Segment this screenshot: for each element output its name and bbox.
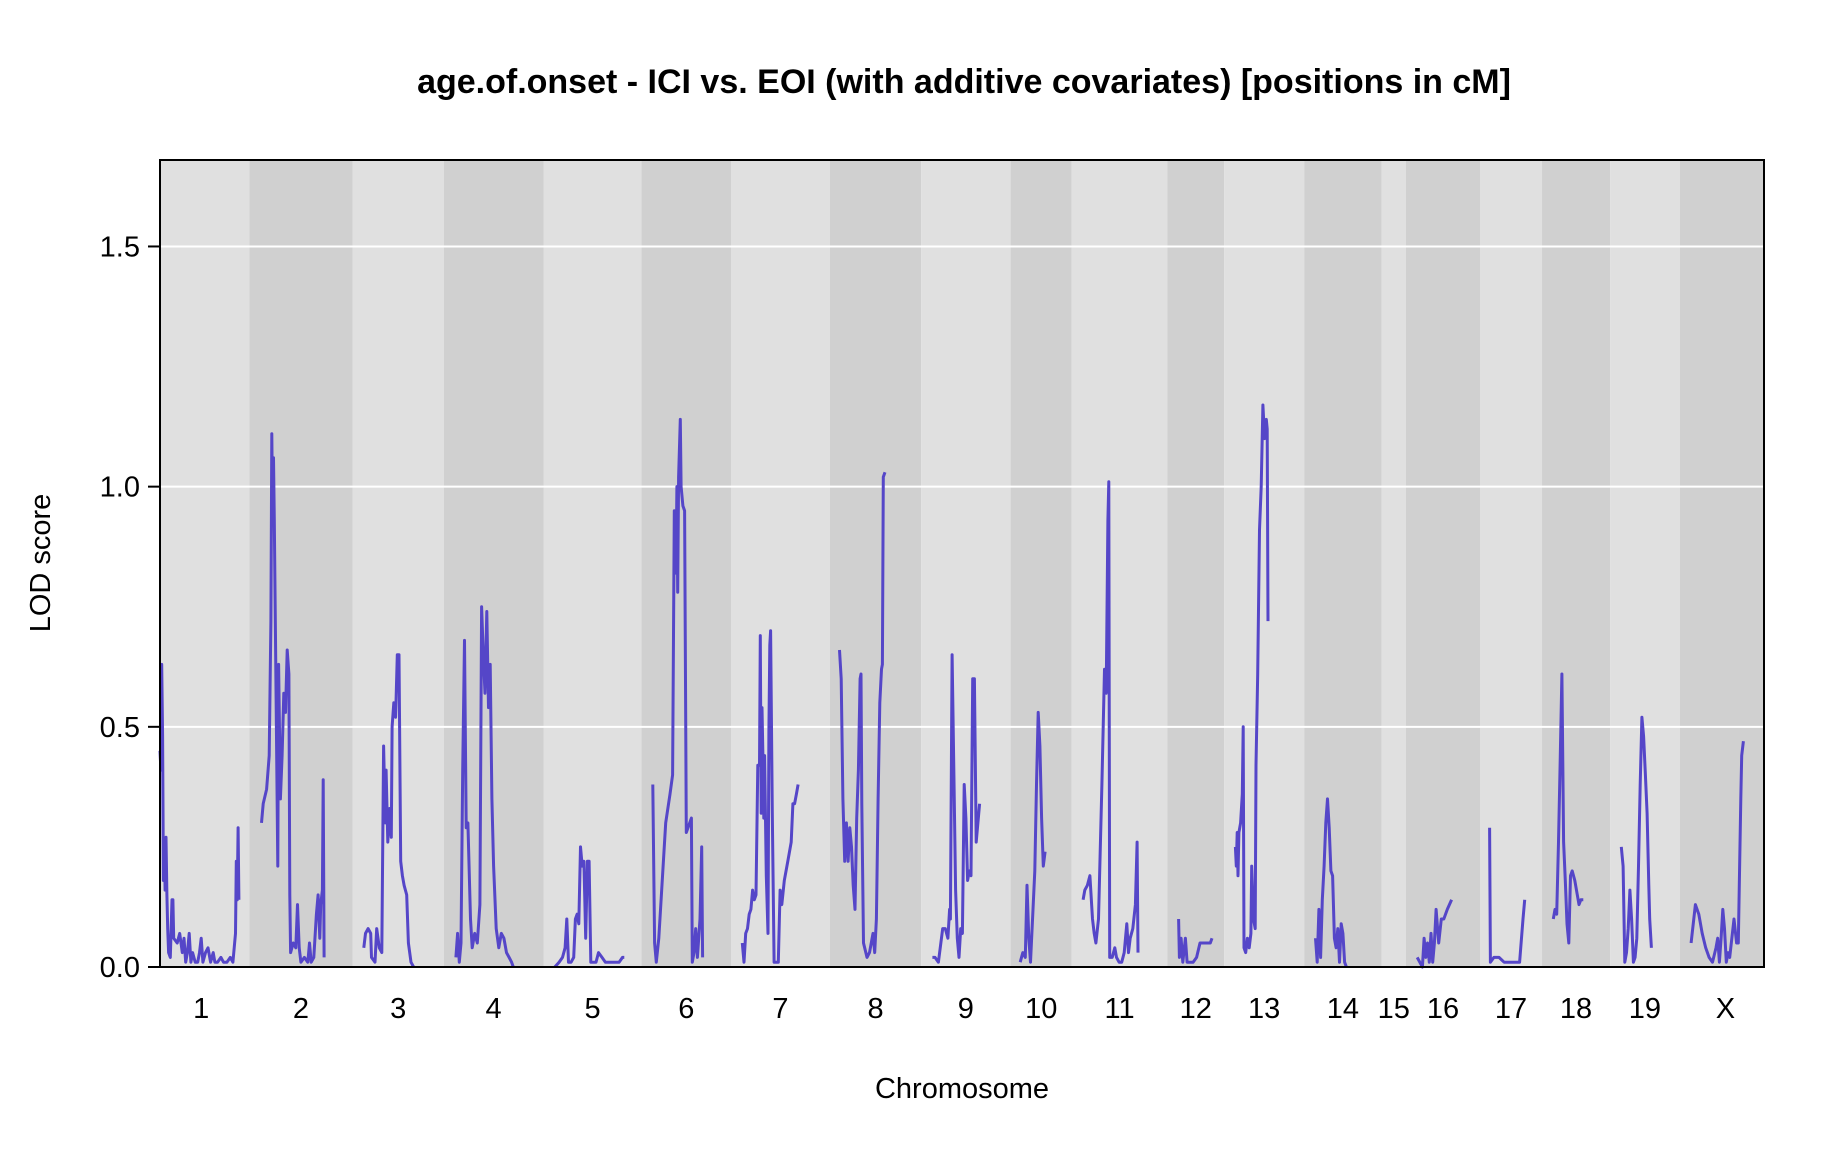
chromosome-band-5 — [543, 160, 642, 967]
lod-line-chr-14 — [1314, 797, 1348, 968]
chromosome-band-15 — [1381, 160, 1406, 967]
chromosome-band-14 — [1304, 160, 1382, 967]
y-tick-label: 0.0 — [100, 952, 140, 984]
lod-line-chr-7 — [740, 629, 800, 964]
lod-line-chr-6 — [651, 417, 705, 964]
x-tick-label-5: 5 — [584, 993, 600, 1025]
lod-line-chr-3 — [362, 653, 415, 968]
lod-line-chr-1 — [158, 662, 241, 964]
x-tick-label-2: 2 — [293, 993, 309, 1025]
x-tick-label-12: 12 — [1180, 993, 1212, 1025]
x-tick-label-8: 8 — [867, 993, 883, 1025]
lod-line-chr-10 — [1018, 710, 1047, 964]
chromosome-band-7 — [731, 160, 830, 967]
lod-line-chr-16 — [1415, 899, 1453, 969]
chromosome-band-12 — [1167, 160, 1225, 967]
x-tick-label-3: 3 — [390, 993, 406, 1025]
lod-line-chr-x — [1689, 741, 1745, 964]
x-tick-label-17: 17 — [1495, 993, 1527, 1025]
lod-line-chr-18 — [1551, 672, 1584, 945]
plot-frame — [159, 159, 1765, 968]
x-tick-label-7: 7 — [772, 993, 788, 1025]
x-tick-label-11: 11 — [1104, 993, 1134, 1025]
lod-line-chr-8 — [838, 471, 887, 959]
lod-series — [158, 403, 1745, 969]
chromosome-band-11 — [1071, 160, 1168, 967]
lod-line-chr-12 — [1177, 918, 1214, 964]
x-tick-label-4: 4 — [486, 993, 502, 1025]
grid-lines — [160, 245, 1764, 728]
lod-line-chr-17 — [1488, 827, 1527, 964]
lod-line-chr-11 — [1081, 480, 1140, 964]
chromosome-band-1 — [160, 160, 250, 967]
x-tick-label-18: 18 — [1560, 993, 1592, 1025]
y-tick-label: 0.5 — [100, 712, 140, 744]
x-tick-label-15: 15 — [1378, 993, 1410, 1025]
x-tick-label-9: 9 — [958, 993, 974, 1025]
chromosome-band-18 — [1542, 160, 1611, 967]
x-axis-ticks: 1 2 3 4 5 6 7 8 9 10 11 12 13 14 15 16 17 18 19 X — [193, 993, 1735, 1025]
lod-line-chr-4 — [454, 605, 515, 968]
x-axis-title: Chromosome — [875, 1073, 1049, 1105]
lod-line-chr-19 — [1619, 715, 1653, 964]
x-tick-label-1: 1 — [193, 993, 209, 1025]
y-axis-ticks: 0.0 0.5 1.0 1.5 — [100, 231, 160, 984]
chromosome-band-3 — [352, 160, 444, 967]
x-tick-label-19: 19 — [1629, 993, 1661, 1025]
x-tick-label-x: X — [1716, 993, 1735, 1025]
y-tick-label: 1.5 — [100, 231, 140, 263]
chromosome-band-16 — [1405, 160, 1480, 967]
chromosome-band-19 — [1610, 160, 1680, 967]
lod-line-chr-5 — [553, 845, 625, 969]
lod-line-chr-9 — [932, 653, 982, 964]
x-tick-label-10: 10 — [1025, 993, 1057, 1025]
x-tick-label-14: 14 — [1327, 993, 1359, 1025]
lod-line-chr-2 — [260, 432, 326, 964]
y-tick-label: 1.0 — [100, 472, 140, 504]
x-tick-label-6: 6 — [678, 993, 694, 1025]
x-tick-label-16: 16 — [1427, 993, 1459, 1025]
chromosome-band-x — [1679, 160, 1764, 967]
x-tick-label-13: 13 — [1248, 993, 1280, 1025]
lod-line-chr-13 — [1233, 403, 1270, 955]
chart-title: age.of.onset - ICI vs. EOI (with additiv… — [417, 63, 1511, 101]
y-axis-title: LOD score — [25, 494, 57, 633]
chromosome-band-2 — [249, 160, 353, 967]
chromosome-bands — [160, 160, 1764, 967]
